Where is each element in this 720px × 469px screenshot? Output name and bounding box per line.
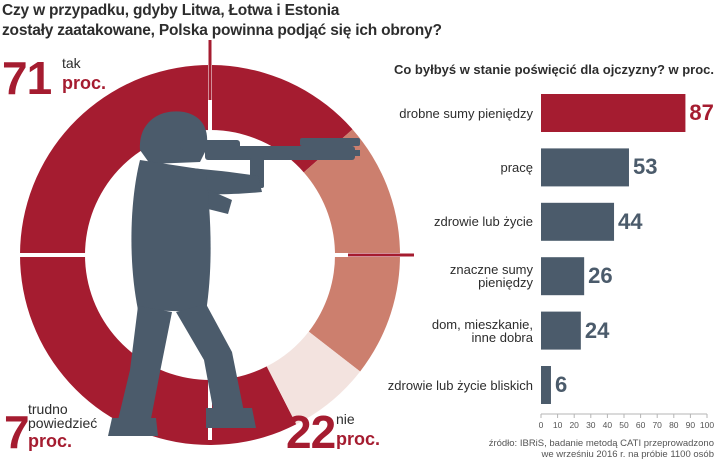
- donut-slice-tak: [20, 65, 353, 445]
- bar-category-label: drobne sumy pieniędzy: [399, 107, 533, 120]
- source-line-2: we wrześniu 2016 r. na próbie 1100 osób: [541, 449, 714, 460]
- tak-label: tak: [62, 55, 81, 71]
- bar-value-label: 44: [618, 208, 643, 234]
- x-tick-label: 70: [652, 420, 662, 430]
- x-tick-label: 20: [569, 420, 579, 430]
- bar: [541, 366, 551, 404]
- nie-unit: proc.: [336, 429, 381, 449]
- bar-value-label: 87: [689, 100, 714, 125]
- bar-value-label: 24: [584, 317, 610, 343]
- trudno-percent-number: 7: [4, 406, 30, 458]
- bar: [541, 94, 686, 132]
- trudno-label-line-1: trudno: [28, 401, 68, 417]
- bar-value-label: 6: [554, 372, 568, 397]
- bar-category-label-line: zdrowie lub życie: [434, 214, 533, 230]
- x-tick-label: 100: [699, 420, 715, 430]
- donut-slice-nie: [303, 129, 401, 372]
- x-tick-label: 10: [552, 420, 563, 430]
- bar-category-label: znaczne sumy pieniędzy: [450, 263, 533, 289]
- x-tick-label: 0: [538, 420, 544, 430]
- bar-value-label: 26: [588, 263, 613, 289]
- x-tick-label: 50: [619, 420, 629, 430]
- headline: Czy w przypadku, gdyby Litwa, Łotwa i Es…: [2, 1, 442, 41]
- bar-category-label-line: zdrowie lub życie bliskich: [387, 377, 533, 393]
- x-tick-label: 40: [602, 420, 613, 430]
- source-note: źródło: IBRiS, badanie metodą CATI przep…: [489, 438, 714, 460]
- bar-chart-title: Co byłbyś w stanie poświęcić dla ojczyzn…: [393, 62, 714, 77]
- x-tick-label: 30: [586, 420, 596, 430]
- headline-line-1: Czy w przypadku, gdyby Litwa, Łotwa i Es…: [2, 2, 340, 19]
- bar-category-label: zdrowie lub życie bliskich: [388, 379, 533, 392]
- bar-value-label: 53: [632, 154, 658, 180]
- bar: [541, 148, 629, 187]
- bar-category-label: dom, mieszkanie, inne dobra: [432, 318, 533, 344]
- bar-category-label-line: dom, mieszkanie,: [431, 316, 533, 332]
- bar-category-label: pracę: [500, 161, 533, 174]
- x-tick-label: 80: [669, 420, 679, 430]
- bar-category-label-line: pracę: [500, 159, 533, 175]
- donut-slice-trudno-powiedzieć: [266, 331, 361, 425]
- bar-category-label-line: znaczne sumy: [449, 262, 533, 278]
- x-tick-label: 60: [635, 420, 646, 430]
- nie-label: nie: [336, 411, 355, 427]
- nie-percent-number: 22: [286, 406, 336, 458]
- headline-line-2: zostały zaatakowane, Polska powinna podj…: [2, 22, 442, 39]
- bar-category-label-line: inne dobra: [471, 329, 533, 345]
- bar-category-label-line: pieniędzy: [478, 275, 533, 291]
- x-tick-label: 90: [685, 420, 696, 430]
- tak-unit: proc.: [62, 73, 107, 93]
- trudno-unit: proc.: [28, 431, 73, 451]
- bar: [541, 311, 581, 350]
- tak-percent-number: 71: [2, 52, 52, 104]
- bar-category-label-line: drobne sumy pieniędzy: [399, 105, 533, 121]
- soldier-aiming-rifle-icon: [108, 111, 360, 436]
- bar: [541, 257, 585, 296]
- source-line-1: źródło: IBRiS, badanie metodą CATI przep…: [488, 438, 714, 449]
- bar-category-label: zdrowie lub życie: [434, 215, 533, 228]
- trudno-label-line-2: powiedzieć: [28, 415, 98, 431]
- bar: [541, 202, 615, 241]
